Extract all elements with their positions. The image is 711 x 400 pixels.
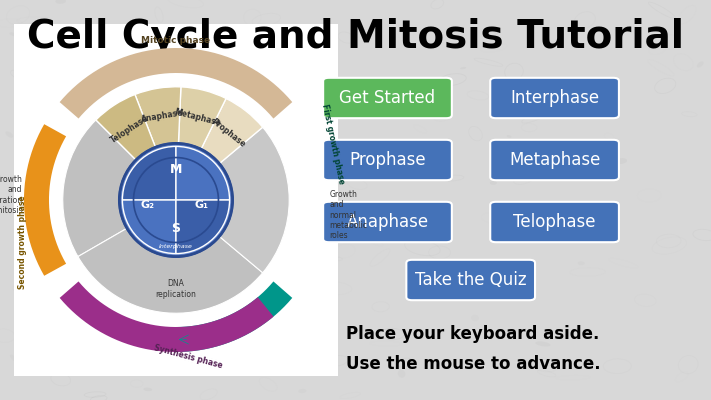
Text: Take the Quiz: Take the Quiz	[415, 271, 526, 289]
Ellipse shape	[577, 261, 584, 265]
Ellipse shape	[282, 175, 288, 178]
Text: Growth
and
normal
metabolic
roles: Growth and normal metabolic roles	[330, 190, 368, 240]
Text: Metaphase: Metaphase	[509, 151, 600, 169]
Wedge shape	[201, 98, 262, 164]
Wedge shape	[219, 127, 289, 273]
Text: S: S	[171, 222, 181, 235]
Text: Anaphase: Anaphase	[346, 213, 429, 231]
Ellipse shape	[55, 0, 66, 4]
Ellipse shape	[91, 63, 107, 69]
Ellipse shape	[535, 341, 550, 346]
Text: Second growth phase: Second growth phase	[18, 196, 27, 289]
Text: Mitotic phase: Mitotic phase	[141, 36, 210, 45]
Wedge shape	[178, 87, 226, 149]
Ellipse shape	[521, 217, 528, 221]
FancyBboxPatch shape	[407, 260, 535, 300]
Ellipse shape	[231, 238, 243, 244]
Wedge shape	[78, 228, 262, 313]
Text: G₁: G₁	[194, 200, 208, 210]
FancyBboxPatch shape	[491, 202, 619, 242]
Ellipse shape	[397, 370, 405, 378]
FancyBboxPatch shape	[491, 140, 619, 180]
Text: Metaphase: Metaphase	[173, 108, 221, 128]
FancyBboxPatch shape	[323, 140, 452, 180]
Text: Synthesis phase: Synthesis phase	[153, 343, 223, 370]
Ellipse shape	[144, 388, 152, 391]
Ellipse shape	[351, 228, 358, 237]
Ellipse shape	[6, 131, 14, 138]
Text: Telophase: Telophase	[513, 213, 596, 231]
FancyBboxPatch shape	[323, 202, 452, 242]
Ellipse shape	[293, 245, 303, 248]
Text: Use the mouse to advance.: Use the mouse to advance.	[346, 355, 600, 373]
Ellipse shape	[10, 354, 18, 362]
Ellipse shape	[493, 27, 498, 35]
Circle shape	[119, 143, 232, 257]
Ellipse shape	[460, 67, 466, 69]
Text: Interphase: Interphase	[510, 89, 599, 107]
Text: G₂: G₂	[141, 200, 155, 210]
Text: Anaphase: Anaphase	[140, 108, 184, 124]
Text: First growth phase: First growth phase	[320, 104, 346, 185]
Text: Prophase: Prophase	[349, 151, 426, 169]
Wedge shape	[96, 94, 156, 160]
Text: Interphase: Interphase	[159, 244, 193, 249]
Wedge shape	[176, 146, 230, 200]
Text: Place your keyboard aside.: Place your keyboard aside.	[346, 325, 599, 343]
Ellipse shape	[298, 389, 306, 393]
FancyBboxPatch shape	[14, 24, 338, 376]
Ellipse shape	[439, 233, 449, 239]
Text: Get Started: Get Started	[339, 89, 436, 107]
Ellipse shape	[410, 236, 420, 243]
Text: M: M	[170, 163, 182, 176]
Wedge shape	[135, 87, 181, 147]
Ellipse shape	[507, 135, 511, 138]
Wedge shape	[63, 120, 136, 257]
Text: Cell Cycle and Mitosis Tutorial: Cell Cycle and Mitosis Tutorial	[27, 18, 684, 56]
Wedge shape	[122, 146, 176, 200]
Ellipse shape	[616, 158, 627, 164]
Ellipse shape	[697, 61, 704, 68]
Ellipse shape	[64, 299, 77, 306]
Text: DNA
replication: DNA replication	[156, 279, 196, 299]
Ellipse shape	[358, 152, 362, 159]
Text: Growth
and
preparation
for mitosis: Growth and preparation for mitosis	[0, 175, 22, 215]
Wedge shape	[122, 200, 176, 254]
Ellipse shape	[490, 181, 497, 185]
Wedge shape	[176, 200, 230, 254]
Ellipse shape	[146, 39, 152, 42]
Ellipse shape	[9, 32, 17, 36]
FancyBboxPatch shape	[323, 78, 452, 118]
FancyBboxPatch shape	[491, 78, 619, 118]
Text: Prophase: Prophase	[210, 117, 247, 149]
Text: Telophase: Telophase	[109, 113, 150, 144]
